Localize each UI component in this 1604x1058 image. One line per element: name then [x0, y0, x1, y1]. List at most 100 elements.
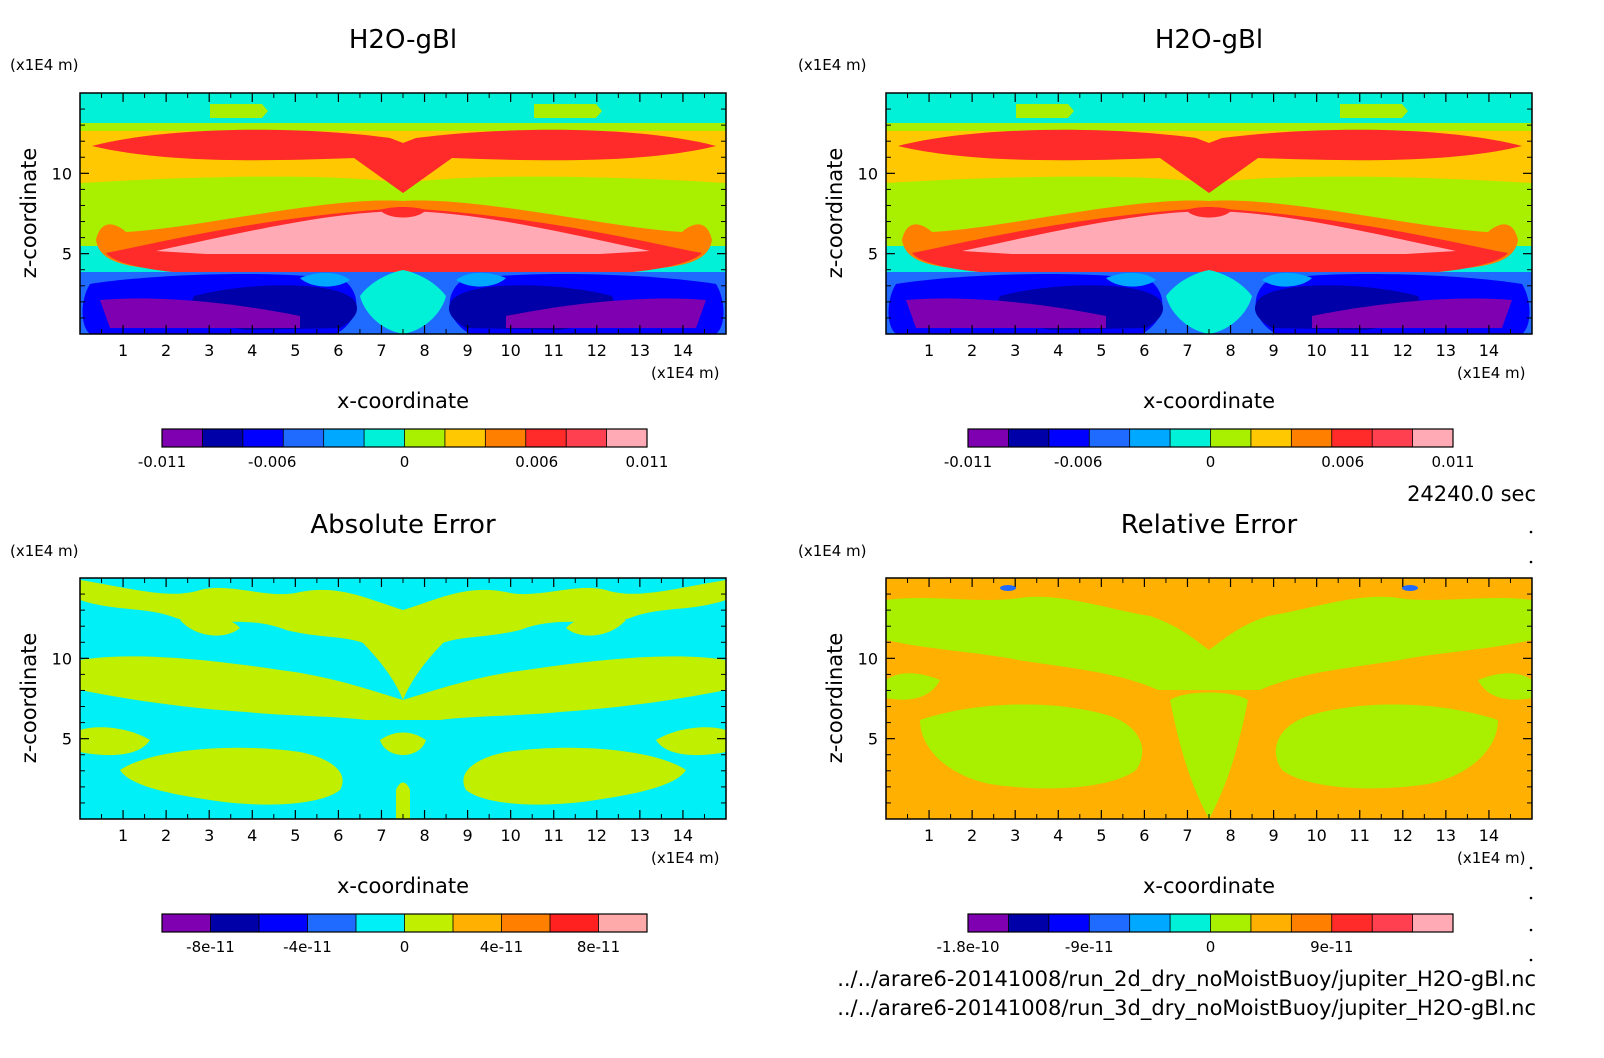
colorbar-swatch: [1291, 914, 1333, 932]
colorbar-swatch: [242, 429, 284, 447]
plot-frame: [79, 92, 727, 335]
y-unit-label: (x1E4 m): [10, 56, 79, 74]
colorbar-tick-label: 9e-11: [1310, 938, 1353, 956]
colorbar-tick-label: -9e-11: [1065, 938, 1114, 956]
y-tick-label: 10: [52, 649, 72, 668]
colorbar-swatch: [566, 429, 608, 447]
colorbar-swatch: [968, 429, 1009, 447]
contour-field: [886, 578, 1532, 819]
colorbar-swatch: [1250, 429, 1292, 447]
colorbar-swatch: [323, 429, 365, 447]
x-tick-label: 8: [419, 826, 429, 845]
y-tick-label: 5: [868, 730, 878, 749]
x-tick-label: 9: [1269, 826, 1279, 845]
x-tick-label: 11: [1350, 341, 1370, 360]
colorbar-swatch: [202, 429, 244, 447]
x-tick-label: 4: [247, 826, 257, 845]
colorbar-swatch: [259, 914, 308, 932]
y-axis-label: z-coordinate: [823, 148, 847, 279]
x-tick-label: 9: [463, 341, 473, 360]
x-unit-label: (x1E4 m): [1457, 364, 1526, 382]
plot-frame: [79, 577, 727, 820]
y-unit-label: (x1E4 m): [798, 542, 867, 560]
colorbar-swatch: [1048, 914, 1090, 932]
x-axis-ticks: 1 2 3 4 5 6 7 8 9 10 11 12 13 14: [907, 93, 1511, 360]
colorbar-swatch: [1412, 429, 1454, 447]
y-axis-label: z-coordinate: [823, 633, 847, 764]
y-tick-label: 5: [62, 245, 72, 264]
x-tick-label: 13: [1436, 826, 1456, 845]
x-tick-label: 8: [1225, 826, 1235, 845]
y-tick-label: 10: [858, 649, 878, 668]
x-tick-label: 4: [1053, 341, 1063, 360]
colorbar-swatch: [1412, 914, 1454, 932]
colorbar-tick-label: -0.006: [248, 453, 296, 471]
x-tick-label: 12: [1393, 826, 1413, 845]
x-tick-label: 1: [118, 341, 128, 360]
x-tick-label: 7: [1182, 341, 1192, 360]
y-tick-label: 5: [62, 730, 72, 749]
x-tick-label: 11: [1350, 826, 1370, 845]
colorbar-swatch: [1331, 429, 1373, 447]
x-tick-label: 12: [587, 341, 607, 360]
x-tick-label: 8: [419, 341, 429, 360]
colorbar-swatch: [210, 914, 260, 932]
panel-title: Absolute Error: [310, 510, 496, 540]
colorbar-swatch: [404, 429, 446, 447]
x-tick-label: 4: [1053, 826, 1063, 845]
x-tick-label: 8: [1225, 341, 1235, 360]
x-tick-label: 4: [247, 341, 257, 360]
x-axis-ticks: 1 2 3 4 5 6 7 8 9 10 11 12 13 14: [101, 93, 705, 360]
plot-frame: [885, 92, 1533, 335]
colorbar-swatch: [1129, 429, 1171, 447]
panel-h2o-gbl-right: H2O-gBl (x1E4 m): [798, 25, 1533, 471]
colorbar-swatch: [598, 914, 648, 932]
colorbar-swatch: [1008, 429, 1050, 447]
colorbar-tick-label: 0.011: [626, 453, 669, 471]
x-tick-label: 2: [161, 341, 171, 360]
colorbar-tick-label: -4e-11: [283, 938, 332, 956]
x-unit-label: (x1E4 m): [651, 364, 720, 382]
x-tick-label: 7: [1182, 826, 1192, 845]
x-axis-ticks: 1 2 3 4 5 6 7 8 9 10 11 12 13 14: [907, 578, 1511, 845]
colorbar-swatch: [1089, 429, 1131, 447]
x-tick-label: 5: [1096, 341, 1106, 360]
colorbar: -0.011 -0.006 0 0.006 0.011: [138, 428, 669, 471]
colorbar-tick-label: 4e-11: [480, 938, 523, 956]
file-path-2: ../../arare6-20141008/run_3d_dry_noMoist…: [837, 996, 1536, 1021]
colorbar-tick-label: 0: [1206, 938, 1216, 956]
x-tick-label: 9: [1269, 341, 1279, 360]
dot-marker: [1529, 530, 1533, 534]
colorbar-swatch: [1170, 429, 1211, 447]
x-axis-label: x-coordinate: [337, 874, 469, 898]
colorbar-tick-label: 0: [400, 453, 410, 471]
colorbar-swatch: [453, 914, 502, 932]
panel-h2o-gbl-left: H2O-gBl (x1E4 m) 1 2 3 4 5 6 7 8 9 10 11 12 13 1: [10, 25, 727, 471]
y-unit-label: (x1E4 m): [10, 542, 79, 560]
x-tick-label: 14: [673, 341, 693, 360]
colorbar-swatch: [1089, 914, 1131, 932]
colorbar-swatch: [1331, 914, 1373, 932]
colorbar-swatch: [968, 914, 1009, 932]
colorbar-swatch: [550, 914, 599, 932]
y-axis-ticks: 5 10: [858, 593, 1532, 804]
x-tick-label: 2: [967, 826, 977, 845]
time-label: 24240.0 sec: [1407, 482, 1536, 506]
x-tick-label: 6: [333, 341, 343, 360]
colorbar-swatch: [501, 914, 551, 932]
x-tick-label: 5: [290, 826, 300, 845]
x-tick-label: 3: [204, 826, 214, 845]
colorbar-swatch: [283, 429, 325, 447]
contour-field: [886, 93, 1532, 334]
colorbar-swatch: [1048, 429, 1090, 447]
x-tick-label: 9: [463, 826, 473, 845]
x-tick-label: 10: [500, 826, 520, 845]
x-tick-label: 11: [544, 826, 564, 845]
colorbar-tick-label: -0.006: [1054, 453, 1102, 471]
colorbar-swatch: [1372, 914, 1414, 932]
plot-frame: [885, 577, 1533, 820]
y-axis-ticks: 5 10: [858, 108, 1532, 319]
y-tick-label: 10: [52, 164, 72, 183]
colorbar-swatch: [1129, 914, 1171, 932]
colorbar-swatch: [404, 914, 454, 932]
